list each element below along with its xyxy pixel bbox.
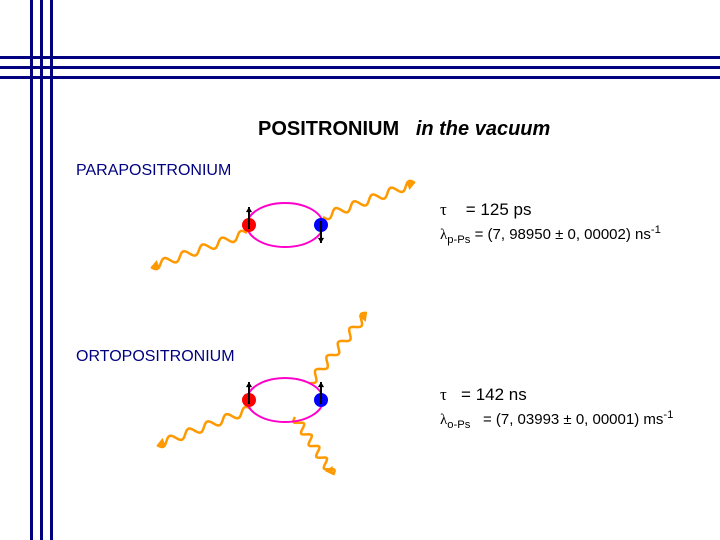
vline-1 [30,0,33,540]
orto-eq-lambda: λo-Ps = (7, 03993 ± 0, 00001) ms-1 [440,409,673,431]
orto-diagram [135,305,425,480]
orto-eq-tau: τ = 142 ns [440,385,527,405]
para-diagram [135,175,425,275]
page-title: POSITRONIUM in the vacuum [258,118,550,141]
para-eq1-rest: = 125 ps [466,200,532,219]
hline-1 [0,56,720,59]
orto-lambda-sub: o-Ps [447,419,470,431]
title-italic: in the vacuum [416,118,550,140]
orto-eq2-sup: -1 [663,409,673,421]
para-eq-lambda: λp-Ps = (7, 98950 ± 0, 00002) ns-1 [440,224,661,246]
para-eq-tau: τ = 125 ps [440,200,531,220]
para-eq2-sup: -1 [651,224,661,236]
tau-symbol: τ [440,385,447,404]
tau-symbol: τ [440,200,447,219]
orto-eq1-rest: = 142 ns [461,385,527,404]
orto-eq2-rest: = (7, 03993 ± 0, 00001) ms [483,411,663,428]
vline-2 [40,0,43,540]
title-plain: POSITRONIUM [258,118,399,140]
hline-3 [0,76,720,79]
hline-2 [0,66,720,69]
para-lambda-sub: p-Ps [447,234,470,246]
para-eq2-rest: = (7, 98950 ± 0, 00002) ns [475,226,651,243]
vline-3 [50,0,53,540]
